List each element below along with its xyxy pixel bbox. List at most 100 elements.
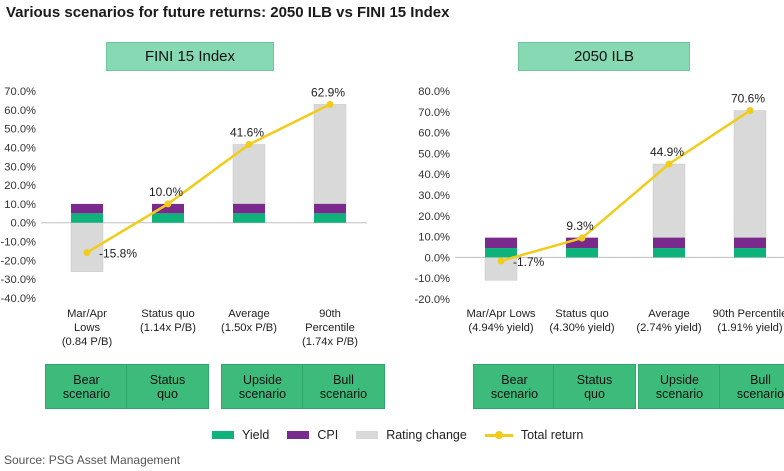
- category-label-line: (4.30% yield): [549, 322, 615, 334]
- bar-yield-fini-0: [71, 213, 103, 223]
- scenario-label-line: quo: [157, 386, 178, 401]
- y-tick-label-fini: 50.0%: [4, 124, 36, 136]
- y-tick-label-fini: 20.0%: [4, 180, 36, 192]
- bar-rating-fini-2: [232, 144, 266, 205]
- scenario-label-line: scenario: [319, 386, 368, 401]
- y-tick-label-fini: -10.0%: [1, 237, 36, 249]
- y-tick-label-ilb: 50.0%: [418, 148, 450, 160]
- bar-cpi-ilb-1: [566, 237, 598, 249]
- bar-yield-ilb-0: [485, 248, 517, 258]
- y-tick-label-ilb: 60.0%: [418, 128, 450, 140]
- y-tick-label-fini: 30.0%: [4, 161, 36, 173]
- legend-swatch-total: [484, 429, 513, 441]
- category-label-line: (1.50x P/B): [221, 322, 277, 334]
- data-label-fini-3: 62.9%: [311, 85, 345, 99]
- y-tick-label-fini: -40.0%: [1, 293, 36, 305]
- legend-swatch-yield: [212, 431, 234, 439]
- category-label-line: 90th: [319, 308, 341, 320]
- bar-cpi-fini-2: [233, 203, 265, 214]
- bar-yield-fini-1: [152, 213, 184, 223]
- bar-rating-ilb-3: [733, 110, 767, 238]
- bar-rating-fini-3: [313, 104, 347, 205]
- category-label-ilb: Status quo (4.30% yield): [536, 307, 628, 335]
- category-label-line: (1.14x P/B): [140, 322, 196, 334]
- y-tick-label-ilb: 40.0%: [418, 169, 450, 181]
- total-return-line-fini: [86, 103, 331, 254]
- y-tick-label-ilb: 70.0%: [418, 107, 450, 119]
- legend-label-yield: Yield: [242, 428, 270, 442]
- category-label-line: 90th Percentile: [712, 308, 784, 320]
- data-label-fini-0: -15.8%: [99, 246, 137, 260]
- y-tick-label-ilb: 10.0%: [418, 232, 450, 244]
- scenario-box-fini: Bull scenario: [302, 364, 385, 409]
- scenario-label-line: scenario: [238, 386, 287, 401]
- y-tick-label-fini: 40.0%: [4, 142, 36, 154]
- legend-item-yield: Yield: [212, 428, 269, 442]
- panel-title-fini: FINI 15 Index: [106, 42, 274, 71]
- category-label-line: Lows: [73, 322, 101, 334]
- category-label-fini: Average (1.50x P/B): [203, 307, 295, 335]
- data-label-fini-1: 10.0%: [149, 185, 183, 199]
- total-return-point-fini-0: [83, 248, 91, 256]
- scenario-box-ilb: Status quo: [553, 364, 636, 409]
- scenario-label-line: Bear: [501, 372, 528, 387]
- total-return-point-ilb-0: [497, 257, 505, 265]
- bar-yield-ilb-3: [734, 248, 766, 258]
- y-tick-label-fini: -20.0%: [1, 255, 36, 267]
- y-tick-label-fini: 0.0%: [11, 218, 37, 230]
- data-label-ilb-1: 9.3%: [566, 219, 594, 233]
- y-tick-label-ilb: -20.0%: [415, 294, 450, 306]
- y-tick-label-fini: -30.0%: [1, 274, 36, 286]
- panel-title-ilb: 2050 ILB: [518, 42, 690, 71]
- chart-title: Various scenarios for future returns: 20…: [6, 4, 450, 21]
- category-label-line: (4.94% yield): [468, 322, 534, 334]
- category-label-fini: 90th Percentile (1.74x P/B): [284, 307, 376, 349]
- scenario-label-line: Upside: [660, 372, 699, 387]
- legend-label-rating: Rating change: [386, 428, 467, 442]
- bar-cpi-fini-1: [152, 203, 184, 214]
- scenario-box-fini: Upside scenario: [221, 364, 304, 409]
- legend: Yield CPI Rating change Total return: [212, 426, 601, 444]
- legend-swatch-rating: [356, 431, 379, 439]
- legend-item-rating: Rating change: [356, 428, 467, 442]
- y-tick-label-ilb: 30.0%: [418, 190, 450, 202]
- category-label-line: Mar/Apr: [67, 308, 107, 320]
- bar-yield-fini-3: [314, 213, 346, 223]
- legend-swatch-cpi: [287, 431, 310, 439]
- scenario-box-ilb: Bull scenario: [719, 364, 784, 409]
- total-return-line-ilb: [500, 109, 751, 263]
- legend-label-total: Total return: [520, 428, 584, 442]
- y-tick-label-ilb: 20.0%: [418, 211, 450, 223]
- scenario-label-line: quo: [584, 386, 605, 401]
- scenario-label-line: Bull: [333, 372, 354, 387]
- category-label-ilb: 90th Percentile (1.91% yield): [704, 307, 784, 335]
- scenario-box-ilb: Upside scenario: [638, 364, 721, 409]
- category-label-ilb: Average (2.74% yield): [623, 307, 715, 335]
- scenario-label-line: scenario: [736, 386, 784, 401]
- data-label-ilb-3: 70.6%: [731, 92, 765, 106]
- total-return-point-ilb-3: [746, 107, 754, 115]
- bar-yield-ilb-2: [653, 248, 685, 258]
- bar-rating-ilb-2: [652, 163, 686, 238]
- category-label-line: Average: [228, 308, 270, 320]
- scenario-label-line: scenario: [490, 386, 539, 401]
- y-tick-label-ilb: 80.0%: [418, 86, 450, 98]
- total-return-point-fini-1: [164, 200, 172, 208]
- category-label-ilb: Mar/Apr Lows (4.94% yield): [455, 307, 547, 335]
- category-label-fini: Status quo (1.14x P/B): [122, 307, 214, 335]
- y-tick-label-fini: 70.0%: [4, 86, 36, 98]
- source-note: Source: PSG Asset Management: [4, 453, 181, 467]
- scenario-box-fini: Bear scenario: [45, 364, 128, 409]
- y-tick-label-fini: 60.0%: [4, 105, 36, 117]
- scenario-label-line: Bull: [750, 372, 771, 387]
- category-label-line: Mar/Apr Lows: [466, 308, 536, 320]
- scenario-label-line: Status: [576, 372, 613, 387]
- bar-yield-fini-2: [233, 213, 265, 223]
- total-return-point-ilb-2: [665, 160, 673, 168]
- data-label-ilb-0: -1.7%: [513, 255, 545, 269]
- bar-cpi-ilb-3: [734, 237, 766, 249]
- bar-cpi-fini-0: [71, 203, 103, 214]
- scenario-label-line: Bear: [73, 372, 100, 387]
- legend-item-total: Total return: [484, 428, 584, 442]
- y-tick-label-ilb: -10.0%: [415, 273, 450, 285]
